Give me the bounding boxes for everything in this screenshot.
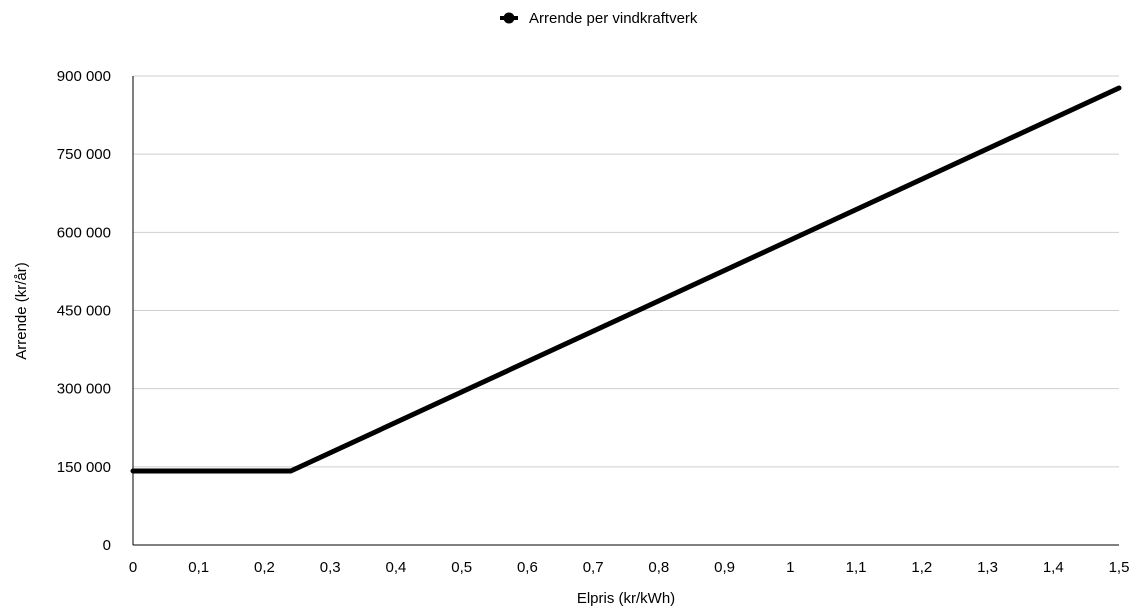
y-tick-label: 150 000 <box>57 459 111 476</box>
x-tick-label: 1,1 <box>846 559 867 576</box>
x-tick-label: 0,9 <box>714 559 735 576</box>
y-tick-label: 900 000 <box>57 68 111 85</box>
x-tick-label: 0,8 <box>648 559 669 576</box>
gridlines <box>133 75 1119 546</box>
x-tick-label: 0,7 <box>583 559 604 576</box>
x-tick-label: 1,2 <box>911 559 932 576</box>
x-tick-label: 0,4 <box>386 559 407 576</box>
legend-label: Arrende per vindkraftverk <box>529 10 698 27</box>
x-tick-label: 0,5 <box>451 559 472 576</box>
x-tick-label: 1,5 <box>1109 559 1130 576</box>
x-tick-label: 0,2 <box>254 559 275 576</box>
legend: Arrende per vindkraftverk <box>500 10 698 27</box>
x-axis-tick-labels: 0 0,1 0,2 0,3 0,4 0,5 0,6 0,7 0,8 0,9 1 1,1 1,2 1,3 1,… <box>129 559 1130 576</box>
y-tick-label: 0 <box>103 537 111 554</box>
y-tick-label: 450 000 <box>57 303 111 320</box>
series-line <box>130 85 1122 474</box>
y-tick-label: 600 000 <box>57 224 111 241</box>
x-tick-label: 1,4 <box>1043 559 1064 576</box>
y-tick-label: 750 000 <box>57 146 111 163</box>
x-axis-title: Elpris (kr/kWh) <box>577 590 675 607</box>
x-tick-label: 1 <box>786 559 794 576</box>
y-axis-tick-labels: 0 150 000 300 000 450 000 600 000 750 000 900 … <box>57 68 111 554</box>
x-tick-label: 0,6 <box>517 559 538 576</box>
series-lines <box>130 85 1122 474</box>
y-tick-label: 300 000 <box>57 381 111 398</box>
x-tick-label: 0 <box>129 559 137 576</box>
x-tick-label: 0,1 <box>188 559 209 576</box>
y-axis-title: Arrende (kr/år) <box>13 262 30 360</box>
x-tick-label: 0,3 <box>320 559 341 576</box>
legend-dot-marker <box>503 12 515 24</box>
x-tick-label: 1,3 <box>977 559 998 576</box>
